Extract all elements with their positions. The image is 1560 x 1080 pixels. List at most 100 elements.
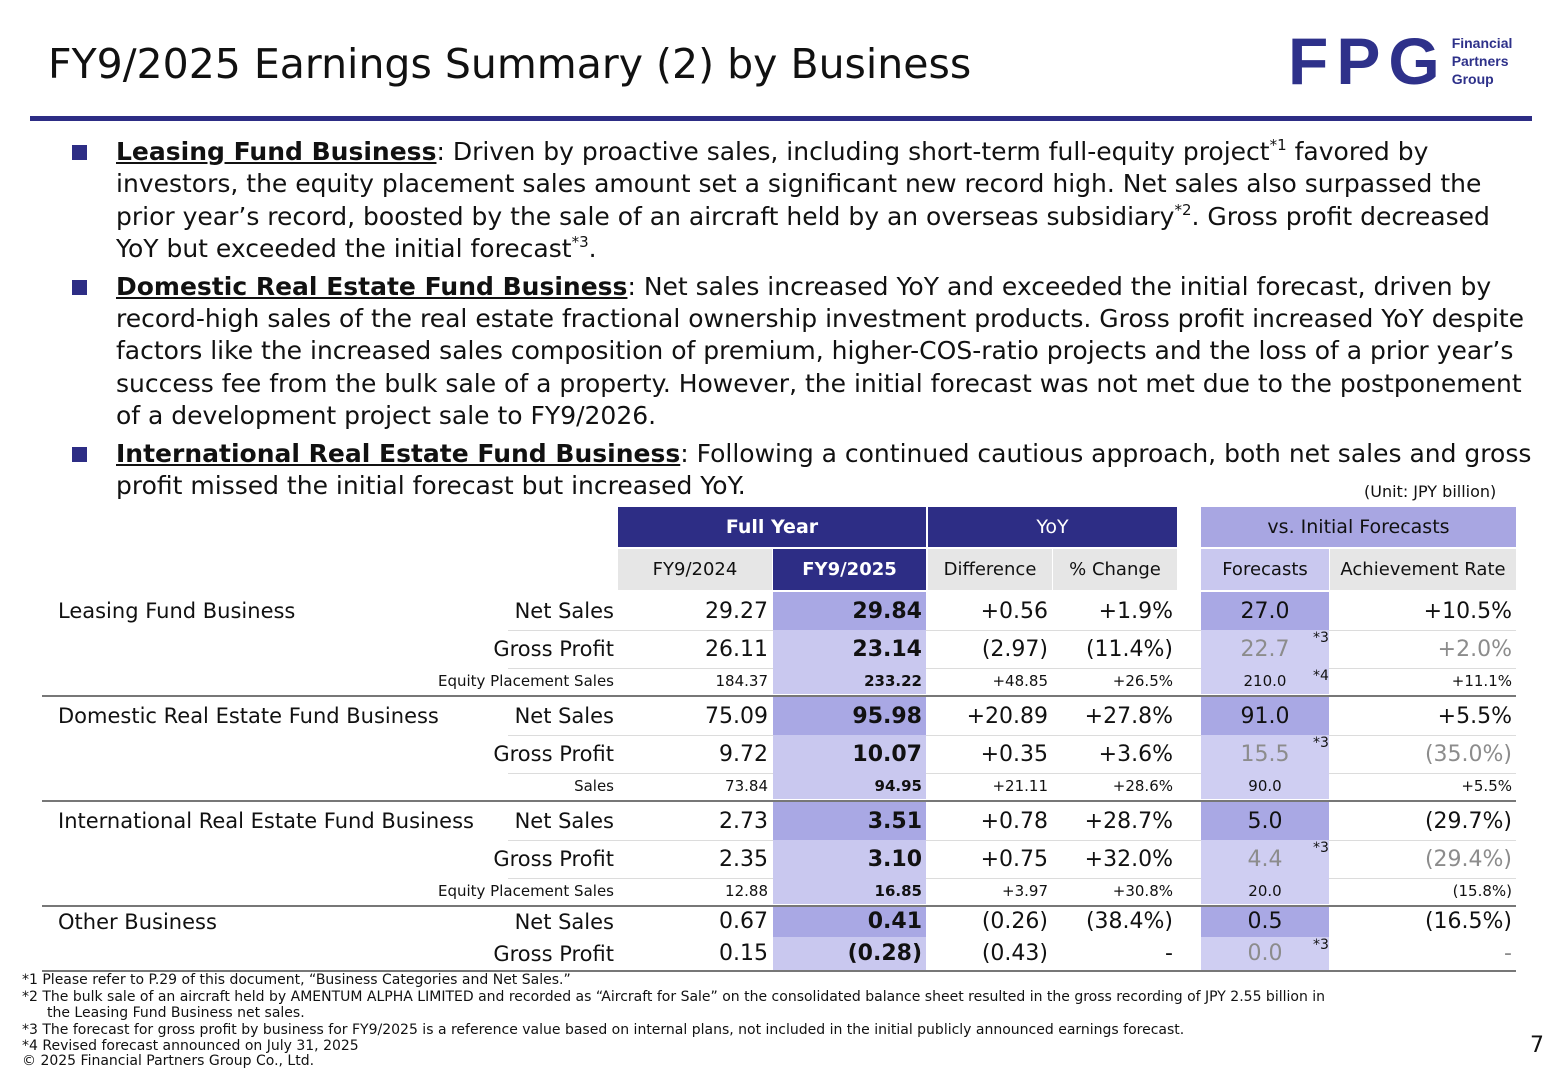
- cell-difference: (0.26): [981, 909, 1048, 934]
- cell-fy2024: 29.27: [705, 598, 768, 624]
- header-full-year: Full Year: [618, 507, 926, 547]
- cell-forecast: 5.0: [1201, 802, 1329, 840]
- header-yoy: YoY: [928, 507, 1177, 547]
- cell-difference: +0.56: [980, 598, 1048, 624]
- cell-forecast: 15.5: [1201, 735, 1329, 773]
- bullet-leasing: Leasing Fund Business: Driven by proacti…: [72, 136, 1532, 266]
- cell-pct-change: +28.6%: [1112, 777, 1173, 795]
- title-divider: [30, 116, 1532, 121]
- cell-achievement-rate: +2.0%: [1437, 636, 1512, 662]
- copyright: © 2025 Financial Partners Group Co., Ltd…: [22, 1053, 315, 1069]
- cell-forecast: 210.0: [1201, 668, 1329, 694]
- cell-fy2025: 94.95: [773, 773, 926, 799]
- cell-fy2025: 95.98: [773, 697, 926, 735]
- forecast-footnote-marker: *3: [1313, 840, 1329, 856]
- bullet-heading: Domestic Real Estate Fund Business: [116, 271, 628, 301]
- cell-difference: +3.97: [1002, 882, 1048, 900]
- cell-difference: +0.78: [980, 808, 1048, 834]
- cell-forecast: 20.0: [1201, 878, 1329, 904]
- cell-fy2024: 0.67: [719, 909, 768, 934]
- cell-difference: +0.35: [980, 741, 1048, 767]
- metric-label: Equity Placement Sales: [437, 672, 614, 690]
- cell-pct-change: (38.4%): [1085, 909, 1173, 934]
- bullet-international: International Real Estate Fund Business:…: [72, 438, 1532, 503]
- col-header-pct-change: % Change: [1053, 549, 1177, 590]
- cell-difference: +20.89: [966, 703, 1048, 729]
- metric-label: Sales: [574, 777, 614, 795]
- cell-pct-change: +3.6%: [1098, 741, 1173, 767]
- forecast-footnote-marker: *3: [1313, 630, 1329, 646]
- page-title: FY9/2025 Earnings Summary (2) by Busines…: [48, 40, 972, 88]
- metric-label: Gross Profit: [493, 742, 614, 766]
- cell-fy2025: 0.41: [773, 906, 926, 937]
- cell-fy2025: 233.22: [773, 668, 926, 694]
- metric-label: Net Sales: [514, 809, 614, 833]
- cell-fy2025: (0.28): [773, 937, 926, 970]
- cell-forecast: 27.0: [1201, 592, 1329, 630]
- cell-fy2024: 75.09: [705, 703, 768, 729]
- metric-label: Net Sales: [514, 704, 614, 728]
- business-name: Other Business: [58, 909, 217, 934]
- cell-pct-change: (11.4%): [1085, 636, 1173, 662]
- footnotes: *1 Please refer to P.29 of this document…: [22, 972, 1522, 1055]
- cell-achievement-rate: +10.5%: [1423, 598, 1512, 624]
- cell-fy2024: 26.11: [705, 636, 768, 662]
- bullet-square-icon: [72, 279, 87, 295]
- cell-achievement-rate: +5.5%: [1437, 703, 1512, 729]
- metric-label: Net Sales: [514, 909, 614, 934]
- cell-difference: +0.75: [980, 846, 1048, 872]
- footnote-1: *1 Please refer to P.29 of this document…: [22, 972, 571, 988]
- forecast-footnote-marker: *3: [1313, 735, 1329, 751]
- fpg-logo: FPG Financial Partners Group: [1288, 24, 1512, 98]
- row-divider: [508, 735, 1516, 736]
- bullet-heading: Leasing Fund Business: [116, 137, 437, 166]
- cell-pct-change: +30.8%: [1112, 882, 1173, 900]
- cell-achievement-rate: (15.8%): [1452, 882, 1512, 900]
- cell-difference: +48.85: [992, 672, 1048, 690]
- section-divider: [42, 800, 1516, 802]
- business-name: International Real Estate Fund Business: [58, 809, 474, 833]
- cell-fy2025: 16.85: [773, 878, 926, 904]
- bullet-square-icon: [72, 145, 87, 160]
- cell-fy2024: 9.72: [719, 741, 768, 767]
- row-divider: [508, 668, 1516, 669]
- summary-bullets: Leasing Fund Business: Driven by proacti…: [72, 136, 1532, 507]
- cell-pct-change: +26.5%: [1112, 672, 1173, 690]
- col-header-difference: Difference: [928, 549, 1052, 590]
- cell-fy2025: 3.10: [773, 840, 926, 878]
- cell-pct-change: +28.7%: [1084, 808, 1173, 834]
- metric-label: Gross Profit: [493, 637, 614, 661]
- cell-fy2024: 184.37: [715, 672, 769, 690]
- cell-pct-change: +32.0%: [1084, 846, 1173, 872]
- cell-fy2025: 3.51: [773, 802, 926, 840]
- footnote-ref: *3: [571, 233, 589, 252]
- metric-label: Gross Profit: [493, 847, 614, 871]
- business-name: Domestic Real Estate Fund Business: [58, 704, 439, 728]
- cell-forecast: 0.0: [1201, 937, 1329, 970]
- footnote-ref: *2: [1174, 200, 1192, 219]
- header-vs-forecast: vs. Initial Forecasts: [1201, 507, 1516, 547]
- cell-fy2025: 29.84: [773, 592, 926, 630]
- cell-forecast: 22.7: [1201, 630, 1329, 668]
- cell-fy2025: 10.07: [773, 735, 926, 773]
- cell-difference: (2.97): [981, 636, 1048, 662]
- row-divider: [508, 773, 1516, 774]
- logo-mark: FPG: [1288, 24, 1448, 98]
- cell-pct-change: +27.8%: [1084, 703, 1173, 729]
- bullet-domestic: Domestic Real Estate Fund Business: Net …: [72, 271, 1532, 433]
- cell-forecast: 4.4: [1201, 840, 1329, 878]
- footnote-ref: *1: [1269, 136, 1287, 154]
- section-divider: [42, 905, 1516, 907]
- cell-difference: +21.11: [992, 777, 1048, 795]
- cell-fy2024: 0.15: [719, 941, 768, 966]
- cell-forecast: 91.0: [1201, 697, 1329, 735]
- footnote-2: *2 The bulk sale of an aircraft held by …: [22, 988, 1326, 1005]
- cell-achievement-rate: +5.5%: [1461, 777, 1512, 795]
- col-header-achievement-rate: Achievement Rate: [1330, 549, 1516, 590]
- cell-fy2024: 73.84: [725, 777, 768, 795]
- row-divider: [508, 630, 1516, 631]
- cell-fy2025: 23.14: [773, 630, 926, 668]
- cell-achievement-rate: (29.4%): [1424, 846, 1512, 872]
- business-name: Leasing Fund Business: [58, 599, 296, 623]
- bullet-heading: International Real Estate Fund Business: [116, 438, 681, 468]
